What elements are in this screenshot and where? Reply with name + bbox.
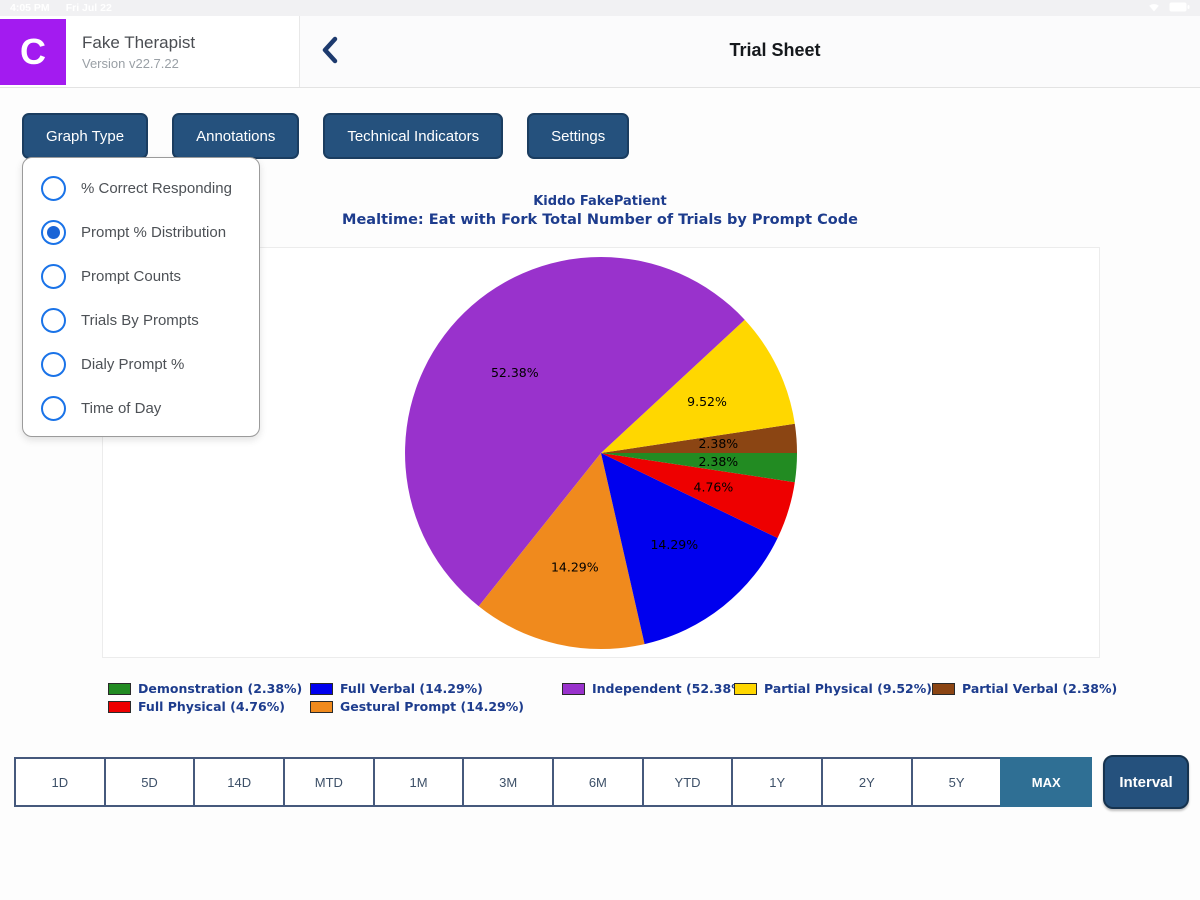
- radio-icon[interactable]: [41, 307, 66, 333]
- menu-item-prompt-counts[interactable]: Prompt Counts: [23, 254, 259, 298]
- graph-type-menu: % Correct Responding Prompt % Distributio…: [22, 157, 260, 437]
- pie-slice-independent: [405, 257, 745, 607]
- pie-slice-full-physical: [601, 453, 795, 539]
- pie-slice-label: 2.38%: [698, 454, 738, 469]
- status-date: Fri Jul 22: [65, 2, 112, 14]
- pie-slice-label: 2.38%: [698, 436, 738, 451]
- status-time: 4:05 PM: [10, 2, 50, 14]
- pie-slice-label: 14.29%: [551, 560, 599, 575]
- legend-item-partial-physical-9-52: Partial Physical (9.52%): [734, 680, 932, 697]
- menu-item-correct-responding[interactable]: % Correct Responding: [23, 166, 259, 210]
- pie-chart: 2.38% 9.52% 52.38% 14.29% 14.29% 4.76% 2.38%: [405, 257, 797, 650]
- menu-item-time-of-day[interactable]: Time of Day: [23, 386, 259, 430]
- legend-swatch: [932, 682, 955, 695]
- chart-panel: 2.38% 9.52% 52.38% 14.29% 14.29% 4.76% 2.38%: [102, 247, 1100, 658]
- legend-label: Full Verbal (14.29%): [340, 681, 483, 696]
- legend-item-partial-verbal-2-38: Partial Verbal (2.38%): [932, 680, 1117, 697]
- range-option-2y[interactable]: 2Y: [821, 757, 913, 807]
- app-logo: C: [0, 19, 66, 85]
- pie-slice-label: 4.76%: [694, 480, 734, 495]
- legend-item-full-physical-4-76: Full Physical (4.76%): [108, 698, 310, 715]
- legend-label: Demonstration (2.38%): [138, 681, 303, 696]
- legend-item-demonstration-2-38: Demonstration (2.38%): [108, 680, 310, 697]
- pie-slice-label: 52.38%: [491, 365, 539, 380]
- chart-legend: Demonstration (2.38%) Full Physical (4.76…: [108, 680, 1117, 715]
- range-option-5d[interactable]: 5D: [103, 757, 196, 807]
- legend-swatch: [310, 700, 333, 713]
- pie-slice-partial-physical: [601, 319, 795, 453]
- settings-button[interactable]: Settings: [527, 113, 630, 159]
- radio-icon[interactable]: [41, 351, 66, 377]
- app-card: C Fake Therapist Version v22.7.22: [0, 16, 300, 87]
- range-option-5y[interactable]: 5Y: [910, 757, 1003, 807]
- menu-item-label: Dialy Prompt %: [81, 355, 185, 373]
- legend-label: Partial Physical (9.52%): [764, 681, 932, 696]
- legend-item-full-verbal-14-29: Full Verbal (14.29%): [310, 680, 562, 697]
- chart-title-line2: Mealtime: Eat with Fork Total Number of …: [342, 212, 858, 228]
- chevron-left-icon: [320, 36, 340, 69]
- radio-icon[interactable]: [41, 175, 66, 201]
- range-option-1m[interactable]: 1M: [372, 757, 465, 807]
- menu-item-label: Trials By Prompts: [81, 311, 199, 329]
- menu-item-label: % Correct Responding: [81, 179, 232, 197]
- app-version: Version v22.7.22: [82, 55, 179, 71]
- radio-selected-icon[interactable]: [41, 219, 66, 245]
- legend-swatch: [562, 682, 585, 695]
- pie-slice-demonstration: [601, 453, 797, 483]
- pie-slice-partial-verbal: [601, 423, 797, 453]
- range-option-14d[interactable]: 14D: [193, 757, 286, 807]
- range-option-3m[interactable]: 3M: [462, 757, 555, 807]
- range-option-ytd[interactable]: YTD: [641, 757, 734, 807]
- toolbar: Graph Type Annotations Technical Indicator…: [22, 113, 630, 159]
- menu-item-trials-by-prompts[interactable]: Trials By Prompts: [23, 298, 259, 342]
- legend-swatch: [310, 682, 333, 695]
- range-bar: 1D 5D 14D MTD 1M 3M 6M YTD 1Y 2Y 5Y MAX: [14, 757, 1093, 807]
- legend-label: Gestural Prompt (14.29%): [340, 699, 524, 714]
- chart-title-line1: Kiddo FakePatient: [533, 194, 667, 209]
- page-title: Trial Sheet: [729, 40, 821, 60]
- radio-icon[interactable]: [41, 395, 66, 421]
- legend-label: Full Physical (4.76%): [138, 699, 285, 714]
- range-option-6m[interactable]: 6M: [552, 757, 644, 807]
- legend-swatch: [108, 700, 131, 713]
- technical-indicators-button[interactable]: Technical Indicators: [323, 113, 504, 159]
- menu-item-prompt-distribution[interactable]: Prompt % Distribution: [23, 210, 259, 254]
- header: C Fake Therapist Version v22.7.22 Trial …: [0, 16, 1200, 88]
- app-name: Fake Therapist: [82, 32, 196, 52]
- chart-title: Kiddo FakePatient Mealtime: Eat with For…: [0, 194, 1200, 228]
- pie-slice-label: 14.29%: [650, 537, 698, 552]
- menu-item-label: Prompt Counts: [81, 267, 182, 285]
- interval-button[interactable]: Interval: [1103, 755, 1189, 809]
- menu-item-label: Time of Day: [81, 399, 162, 417]
- pie-slice-full-verbal: [601, 453, 778, 645]
- range-option-1y[interactable]: 1Y: [731, 757, 824, 807]
- menu-item-dialy-prompt[interactable]: Dialy Prompt %: [23, 342, 259, 386]
- wifi-icon: [1147, 0, 1161, 17]
- battery-icon: [1169, 0, 1190, 17]
- radio-icon[interactable]: [41, 263, 66, 289]
- back-button[interactable]: [312, 34, 348, 70]
- range-option-max[interactable]: MAX: [1000, 757, 1093, 807]
- graph-type-button[interactable]: Graph Type: [22, 113, 149, 159]
- legend-swatch: [108, 682, 131, 695]
- status-bar: 4:05 PM Fri Jul 22: [0, 0, 1200, 16]
- legend-item-gestural-prompt-14-29: Gestural Prompt (14.29%): [310, 698, 562, 715]
- range-option-mtd[interactable]: MTD: [283, 757, 375, 807]
- legend-item-independent-52-38: Independent (52.38%): [562, 680, 749, 697]
- pie-slice-label: 9.52%: [687, 394, 727, 409]
- legend-swatch: [734, 682, 757, 695]
- pie-slice-gestural-prompt: [478, 453, 645, 650]
- menu-item-label: Prompt % Distribution: [81, 223, 227, 241]
- annotations-button[interactable]: Annotations: [172, 113, 300, 159]
- legend-label: Partial Verbal (2.38%): [962, 681, 1118, 696]
- legend-label: Independent (52.38%): [592, 681, 750, 696]
- range-option-1d[interactable]: 1D: [14, 757, 106, 807]
